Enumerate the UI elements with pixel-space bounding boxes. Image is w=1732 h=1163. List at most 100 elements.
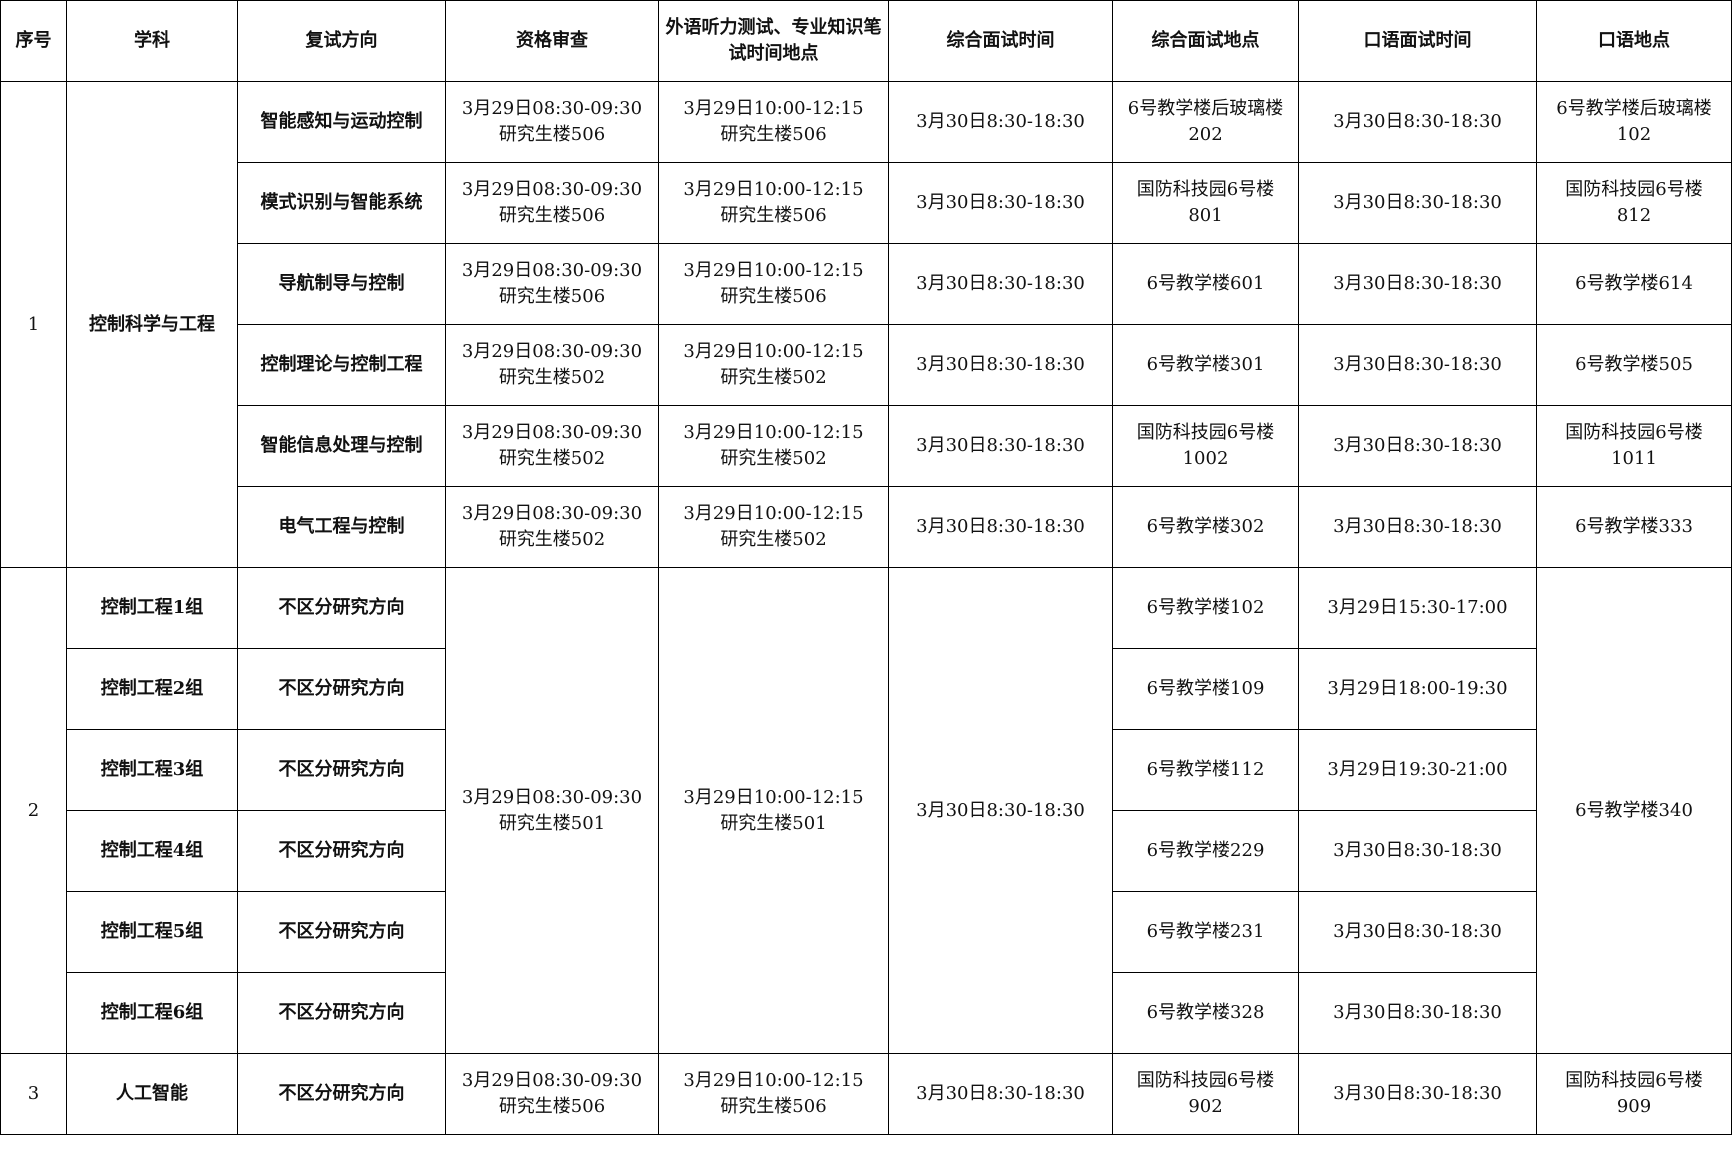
interview-location: 6号教学楼301	[1112, 324, 1299, 406]
header-subject: 学科	[66, 0, 238, 82]
oral-location: 国防科技园6号楼 909	[1536, 1053, 1732, 1135]
direction: 智能信息处理与控制	[237, 405, 446, 487]
cell-line: 研究生楼506	[498, 205, 606, 226]
header-oral-time: 口语面试时间	[1298, 0, 1537, 82]
oral-time: 3月30日8:30-18:30	[1298, 405, 1537, 487]
cell-line: 国防科技园6号楼	[1565, 179, 1703, 200]
table-row: 控制工程4组 不区分研究方向 6号教学楼229 3月30日8:30-18:30	[1, 810, 1732, 892]
oral-time: 3月30日8:30-18:30	[1298, 243, 1537, 325]
oral-location: 国防科技园6号楼 1011	[1536, 405, 1732, 487]
header-qualification: 资格审查	[445, 0, 659, 82]
interview-location: 国防科技园6号楼 801	[1112, 162, 1299, 244]
cell-line: 3月29日10:00-12:15	[683, 1070, 864, 1091]
oral-time: 3月30日8:30-18:30	[1298, 972, 1537, 1054]
cell-line: 3月29日10:00-12:15	[683, 786, 864, 808]
subject: 控制工程3组	[66, 729, 238, 811]
qualification: 3月29日08:30-09:30 研究生楼502	[445, 405, 659, 487]
cell-line: 研究生楼501	[498, 812, 606, 834]
cell-line: 研究生楼502	[720, 448, 827, 469]
cell-line: 国防科技园6号楼	[1565, 1070, 1703, 1091]
table-row: 控制工程5组 不区分研究方向 6号教学楼231 3月30日8:30-18:30	[1, 891, 1732, 973]
direction: 不区分研究方向	[237, 891, 446, 973]
interview-location: 6号教学楼302	[1112, 486, 1299, 568]
exam: 3月29日10:00-12:15 研究生楼506	[658, 243, 889, 325]
interview-time: 3月30日8:30-18:30	[888, 405, 1113, 487]
oral-time: 3月30日8:30-18:30	[1298, 810, 1537, 892]
interview-time: 3月30日8:30-18:30	[888, 486, 1113, 568]
cell-line: 3月29日08:30-09:30	[461, 786, 643, 808]
subject: 控制工程2组	[66, 648, 238, 730]
direction: 不区分研究方向	[237, 1053, 446, 1135]
qualification: 3月29日08:30-09:30 研究生楼501	[445, 567, 659, 1054]
cell-line: 902	[1188, 1096, 1223, 1117]
interview-location: 6号教学楼102	[1112, 567, 1299, 649]
interview-time: 3月30日8:30-18:30	[888, 1053, 1113, 1135]
cell-line: 3月29日10:00-12:15	[683, 341, 864, 362]
qualification: 3月29日08:30-09:30 研究生楼502	[445, 324, 659, 406]
header-oral-location: 口语地点	[1536, 0, 1732, 82]
cell-line: 研究生楼506	[498, 1096, 606, 1117]
qualification: 3月29日08:30-09:30 研究生楼506	[445, 243, 659, 325]
oral-time: 3月30日8:30-18:30	[1298, 162, 1537, 244]
cell-line: 6号教学楼后玻璃楼	[1127, 98, 1284, 119]
qualification: 3月29日08:30-09:30 研究生楼506	[445, 162, 659, 244]
direction: 智能感知与运动控制	[237, 81, 446, 163]
cell-line: 3月29日10:00-12:15	[683, 503, 864, 524]
cell-line: 1011	[1611, 448, 1657, 469]
table-row: 导航制导与控制 3月29日08:30-09:30 研究生楼506 3月29日10:00…	[1, 243, 1732, 325]
cell-line: 研究生楼501	[720, 812, 827, 834]
header-interview-location: 综合面试地点	[1112, 0, 1299, 82]
interview-location: 6号教学楼328	[1112, 972, 1299, 1054]
subject: 控制工程4组	[66, 810, 238, 892]
oral-location: 6号教学楼后玻璃楼 102	[1536, 81, 1732, 163]
cell-line: 6号教学楼505	[1575, 354, 1693, 375]
oral-time: 3月30日8:30-18:30	[1298, 891, 1537, 973]
oral-time: 3月30日8:30-18:30	[1298, 324, 1537, 406]
interview-location: 6号教学楼109	[1112, 648, 1299, 730]
interview-location: 6号教学楼229	[1112, 810, 1299, 892]
qualification: 3月29日08:30-09:30 研究生楼506	[445, 81, 659, 163]
cell-line: 1002	[1182, 448, 1229, 469]
cell-line: 102	[1616, 124, 1652, 145]
cell-line: 6号教学楼302	[1146, 516, 1265, 537]
interview-time: 3月30日8:30-18:30	[888, 324, 1113, 406]
cell-line: 研究生楼502	[498, 448, 606, 469]
cell-line: 3月29日08:30-09:30	[461, 179, 643, 200]
interview-location: 6号教学楼后玻璃楼 202	[1112, 81, 1299, 163]
cell-line: 研究生楼506	[498, 286, 606, 307]
interview-location: 6号教学楼231	[1112, 891, 1299, 973]
table-row: 控制工程2组 不区分研究方向 6号教学楼109 3月29日18:00-19:30	[1, 648, 1732, 730]
direction: 不区分研究方向	[237, 648, 446, 730]
schedule-table: 序号 学科 复试方向 资格审查 外语听力测试、专业知识笔试时间地点 综合面试时间…	[0, 0, 1732, 1135]
subject: 控制工程1组	[66, 567, 238, 649]
cell-line: 国防科技园6号楼	[1136, 1070, 1275, 1091]
cell-line: 3月29日10:00-12:15	[683, 179, 864, 200]
cell-line: 812	[1616, 205, 1652, 226]
table-row: 控制工程6组 不区分研究方向 6号教学楼328 3月30日8:30-18:30	[1, 972, 1732, 1054]
direction: 模式识别与智能系统	[237, 162, 446, 244]
interview-location: 6号教学楼112	[1112, 729, 1299, 811]
cell-line: 3月29日08:30-09:30	[461, 98, 643, 119]
subject: 人工智能	[66, 1053, 238, 1135]
oral-location: 6号教学楼340	[1536, 567, 1732, 1054]
direction: 不区分研究方向	[237, 567, 446, 649]
cell-line: 3月29日10:00-12:15	[683, 422, 864, 443]
table-row: 控制理论与控制工程 3月29日08:30-09:30 研究生楼502 3月29日10:…	[1, 324, 1732, 406]
oral-location: 国防科技园6号楼 812	[1536, 162, 1732, 244]
table-row: 2 控制工程1组 不区分研究方向 3月29日08:30-09:30 研究生楼501 3月2…	[0, 567, 1732, 1054]
exam: 3月29日10:00-12:15 研究生楼506	[658, 1053, 889, 1135]
cell-line: 3月29日08:30-09:30	[461, 341, 643, 362]
cell-line: 3月29日08:30-09:30	[461, 422, 643, 443]
interview-time: 3月30日8:30-18:30	[888, 162, 1113, 244]
interview-location: 国防科技园6号楼 902	[1112, 1053, 1299, 1135]
interview-location: 国防科技园6号楼 1002	[1112, 405, 1299, 487]
cell-line: 研究生楼506	[720, 1096, 827, 1117]
cell-line: 研究生楼506	[720, 124, 827, 145]
exam: 3月29日10:00-12:15 研究生楼502	[658, 324, 889, 406]
cell-line: 研究生楼502	[498, 367, 606, 388]
cell-line: 研究生楼506	[498, 124, 606, 145]
oral-time: 3月30日8:30-18:30	[1298, 486, 1537, 568]
direction: 不区分研究方向	[237, 729, 446, 811]
interview-time: 3月30日8:30-18:30	[888, 567, 1113, 1054]
direction: 不区分研究方向	[237, 972, 446, 1054]
